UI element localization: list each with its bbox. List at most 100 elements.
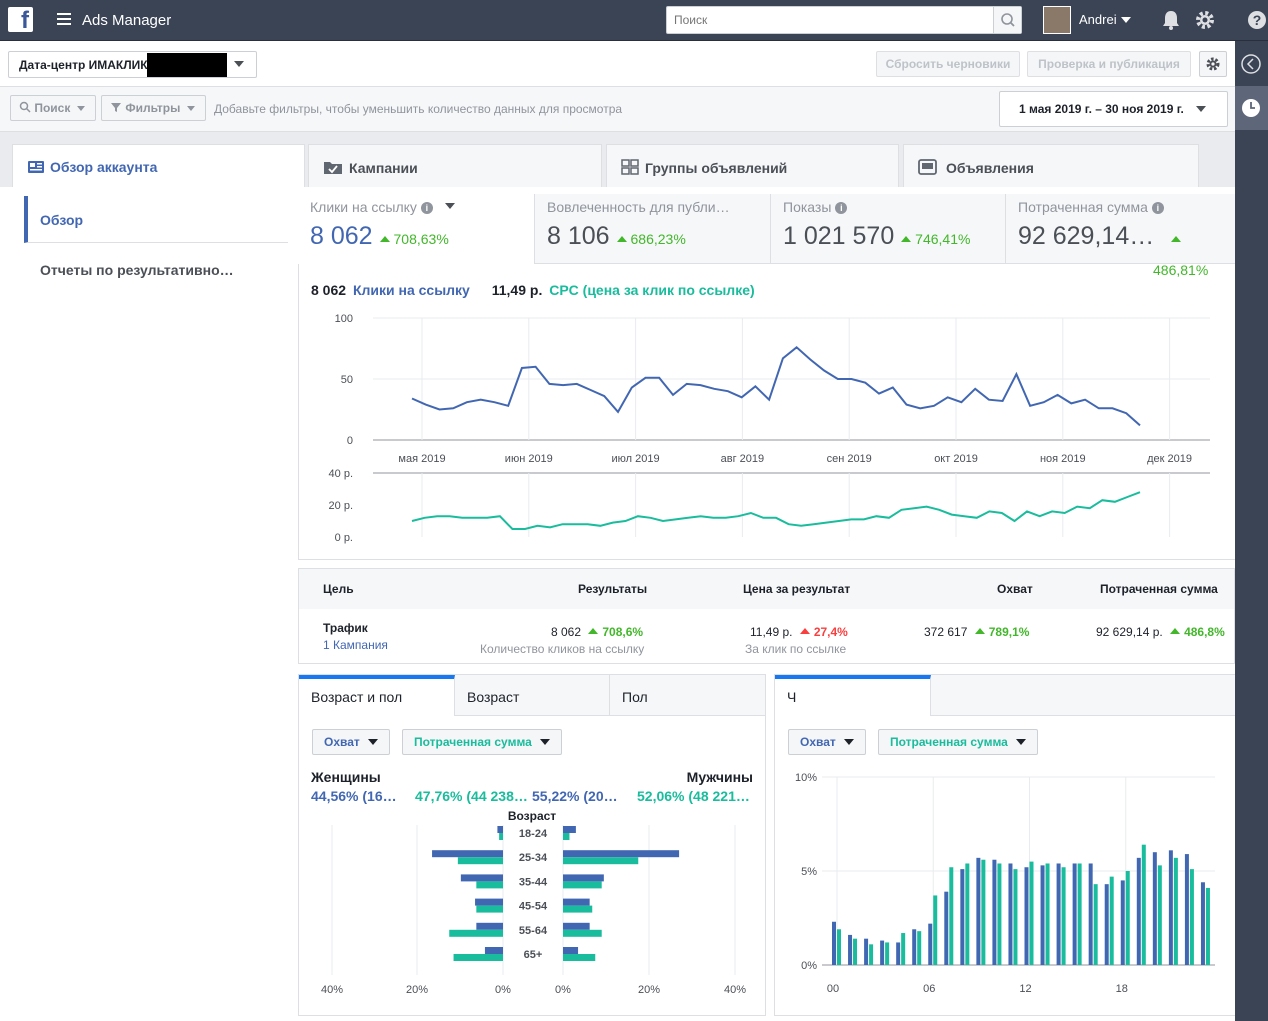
row-campaigns-link[interactable]: 1 Кампания bbox=[323, 638, 388, 652]
svg-text:?: ? bbox=[1253, 12, 1262, 28]
metric-engagement[interactable]: Вовлеченность для публи… 8 106 686,23% bbox=[534, 194, 771, 264]
summary-label-clicks[interactable]: Клики на ссылку bbox=[352, 282, 470, 298]
review-publish-button[interactable]: Проверка и публикация bbox=[1027, 51, 1191, 77]
sidebar-item-reports[interactable]: Отчеты по результативно… bbox=[40, 262, 234, 278]
x-tick-label: 0% bbox=[495, 984, 511, 995]
metric-label: Потраченная сумма i bbox=[1018, 199, 1164, 215]
reach-dropdown[interactable]: Охват bbox=[312, 729, 390, 755]
metric-label: Показы i bbox=[783, 199, 848, 215]
right-rail bbox=[1235, 41, 1268, 1021]
bar-hour-reach bbox=[1136, 857, 1141, 965]
tab-gender[interactable]: Пол bbox=[610, 675, 765, 716]
bar-hour-spent bbox=[853, 938, 858, 965]
sidebar-item-overview[interactable]: Обзор bbox=[24, 196, 288, 243]
table-header: Цель Результаты Цена за результат Охват … bbox=[299, 569, 1234, 609]
sidebar bbox=[0, 187, 298, 1021]
bar-hour-reach bbox=[976, 857, 981, 965]
date-chevron-down-icon[interactable] bbox=[1196, 106, 1206, 112]
avatar[interactable] bbox=[1043, 6, 1071, 34]
y-tick-label: 20 р. bbox=[329, 500, 353, 512]
chevron-down-icon bbox=[1015, 739, 1026, 745]
dropdown-label: Охват bbox=[800, 735, 836, 749]
bar-hour-spent bbox=[981, 859, 986, 965]
reach-change: 789,1% bbox=[988, 625, 1030, 639]
bar-hour-spent bbox=[1061, 867, 1066, 965]
search-button[interactable] bbox=[993, 7, 1021, 33]
bar-hour-reach bbox=[896, 942, 901, 965]
info-icon[interactable]: i bbox=[420, 202, 433, 214]
header-goal: Цель bbox=[323, 582, 354, 596]
chevron-left-icon bbox=[1241, 54, 1261, 74]
bar-hour-spent bbox=[901, 933, 906, 965]
bell-icon[interactable] bbox=[1160, 9, 1182, 31]
demographics-panel: Возраст и пол Возраст Пол Охват Потрачен… bbox=[298, 674, 766, 1016]
summary-label-cpc[interactable]: CPC (цена за клик по ссылке) bbox=[549, 282, 755, 298]
x-tick-label: 0% bbox=[555, 984, 571, 995]
chevron-down-icon[interactable] bbox=[444, 203, 455, 209]
reset-drafts-button[interactable]: Сбросить черновики bbox=[876, 51, 1020, 77]
y-tick-label: 40 р. bbox=[329, 468, 353, 480]
info-icon[interactable]: i bbox=[1151, 202, 1164, 214]
bar-men-reach bbox=[563, 850, 680, 858]
row-results: 8 062 708,6% bbox=[551, 625, 643, 639]
bar-hour-spent bbox=[917, 931, 922, 965]
info-icon[interactable]: i bbox=[835, 202, 848, 214]
x-tick-label: 18 bbox=[1116, 983, 1128, 995]
bar-men-spent bbox=[563, 857, 639, 865]
age-gender-chart: Возраст 40% 20% 0% 0% 20% 40% 18-24 25-34 35-44 45… bbox=[321, 809, 746, 995]
tab-campaigns[interactable]: Кампании bbox=[308, 144, 602, 187]
date-range-picker[interactable]: 1 мая 2019 г. – 30 ноя 2019 г. bbox=[999, 91, 1228, 127]
bar-women-spent bbox=[476, 881, 503, 889]
spent-dropdown[interactable]: Потраченная сумма bbox=[402, 729, 562, 755]
search-filter-button[interactable]: Поиск bbox=[10, 95, 96, 121]
tab-label: Обзор аккаунта bbox=[50, 159, 158, 175]
search-box[interactable] bbox=[666, 6, 1022, 34]
chevron-down-icon bbox=[187, 106, 195, 111]
facebook-logo-icon[interactable]: f bbox=[8, 7, 33, 32]
tab-account-overview[interactable]: Обзор аккаунта bbox=[12, 144, 305, 187]
search-input[interactable] bbox=[667, 7, 993, 33]
x-tick-label: 00 bbox=[827, 983, 839, 995]
reach-dropdown[interactable]: Охват bbox=[788, 729, 866, 755]
bar-men-reach bbox=[563, 898, 590, 906]
bar-women-spent bbox=[499, 833, 503, 840]
tab-ads[interactable]: Объявления bbox=[903, 144, 1199, 187]
spent-dropdown[interactable]: Потраченная сумма bbox=[878, 729, 1038, 755]
gear-icon[interactable] bbox=[1194, 9, 1216, 31]
bar-hour-spent bbox=[1189, 869, 1194, 965]
metric-value-text: 92 629,14… bbox=[1018, 222, 1155, 250]
tab-hour[interactable]: Ч bbox=[775, 675, 931, 716]
help-icon[interactable]: ? bbox=[1246, 9, 1268, 31]
account-chevron-down-icon[interactable] bbox=[234, 61, 244, 67]
hourly-panel: Ч Охват Потраченная сумма 10% 5% 0% 00 06 12 1… bbox=[774, 674, 1235, 1016]
y-tick-label: 5% bbox=[801, 866, 817, 878]
age-category-label: 45-54 bbox=[519, 901, 548, 913]
metric-link-clicks[interactable]: Клики на ссылку i 8 062 708,63% bbox=[298, 194, 535, 264]
bar-women-spent bbox=[476, 905, 503, 913]
y-tick-label: 50 bbox=[341, 374, 353, 386]
arrow-up-icon bbox=[616, 236, 627, 242]
bar-hour-reach bbox=[1152, 852, 1157, 965]
filters-button[interactable]: Фильтры bbox=[101, 95, 206, 121]
tab-strip-filler bbox=[931, 675, 1235, 716]
bar-women-reach bbox=[460, 874, 503, 882]
collapse-panel-button[interactable] bbox=[1235, 42, 1268, 86]
age-category-label: 65+ bbox=[524, 949, 543, 961]
tab-age[interactable]: Возраст bbox=[455, 675, 610, 716]
settings-button[interactable] bbox=[1199, 51, 1227, 77]
arrow-up-icon bbox=[588, 628, 599, 634]
metric-amount-spent[interactable]: Потраченная сумма i 92 629,14… bbox=[1005, 194, 1235, 264]
user-name[interactable]: Andrei bbox=[1079, 12, 1117, 27]
arrow-up-icon bbox=[379, 236, 390, 242]
tab-age-gender[interactable]: Возраст и пол bbox=[299, 675, 455, 716]
menu-icon[interactable] bbox=[57, 13, 71, 25]
filters-label: Фильтры bbox=[125, 101, 181, 115]
bar-men-reach bbox=[563, 922, 590, 930]
history-button[interactable] bbox=[1235, 86, 1268, 130]
women-label: Женщины bbox=[311, 769, 381, 785]
metric-impressions[interactable]: Показы i 1 021 570 746,41% bbox=[770, 194, 1006, 264]
x-tick-label: 12 bbox=[1019, 983, 1031, 995]
bar-hour-spent bbox=[949, 867, 954, 965]
tab-ad-sets[interactable]: Группы объявлений bbox=[606, 144, 899, 187]
user-menu-chevron-down-icon[interactable] bbox=[1121, 17, 1131, 23]
